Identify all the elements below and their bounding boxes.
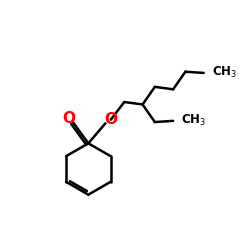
Text: O: O [62, 111, 75, 126]
Text: CH$_3$: CH$_3$ [212, 66, 237, 80]
Text: CH$_3$: CH$_3$ [181, 113, 206, 128]
Text: O: O [104, 112, 117, 127]
